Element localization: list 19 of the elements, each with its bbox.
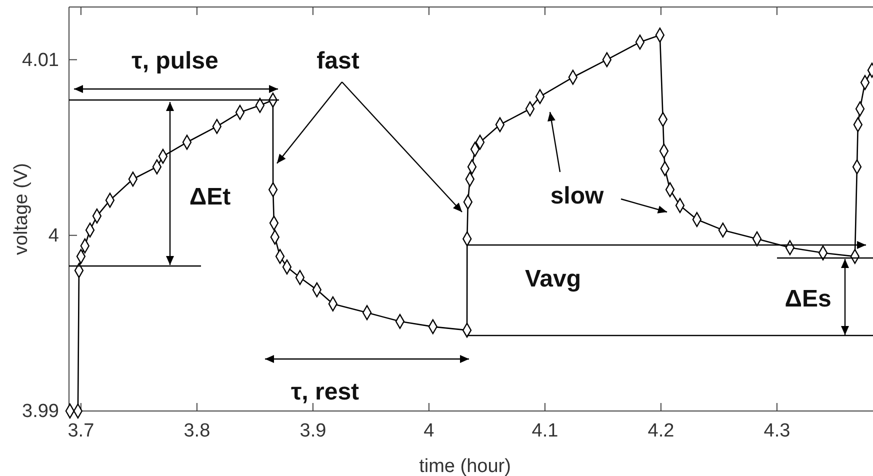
annotation: ΔEs (784, 285, 832, 312)
annotation: τ, rest (290, 378, 360, 406)
annotation: τ, pulse (132, 47, 218, 74)
annotation: fast (316, 47, 360, 74)
x-axis-title: time (hour) (419, 456, 511, 476)
y-axis-title: voltage (V) (11, 163, 32, 255)
annotation: slow (550, 182, 604, 210)
annotation: ΔEt (189, 183, 231, 210)
y-tick-label: 4 (48, 225, 60, 246)
x-tick-label: 4.1 (532, 420, 558, 442)
x-tick-label: 3.9 (300, 420, 326, 442)
x-tick-label: 4.2 (648, 420, 674, 442)
x-tick-label: 4 (424, 420, 435, 442)
x-tick-label: 4.3 (764, 420, 790, 442)
x-tick-label: 3.7 (68, 420, 94, 442)
y-tick-label: 3.99 (22, 401, 59, 422)
x-tick-label: 3.8 (184, 420, 210, 442)
annotation: Vavg (524, 265, 582, 292)
y-tick-label: 4.01 (22, 50, 59, 71)
